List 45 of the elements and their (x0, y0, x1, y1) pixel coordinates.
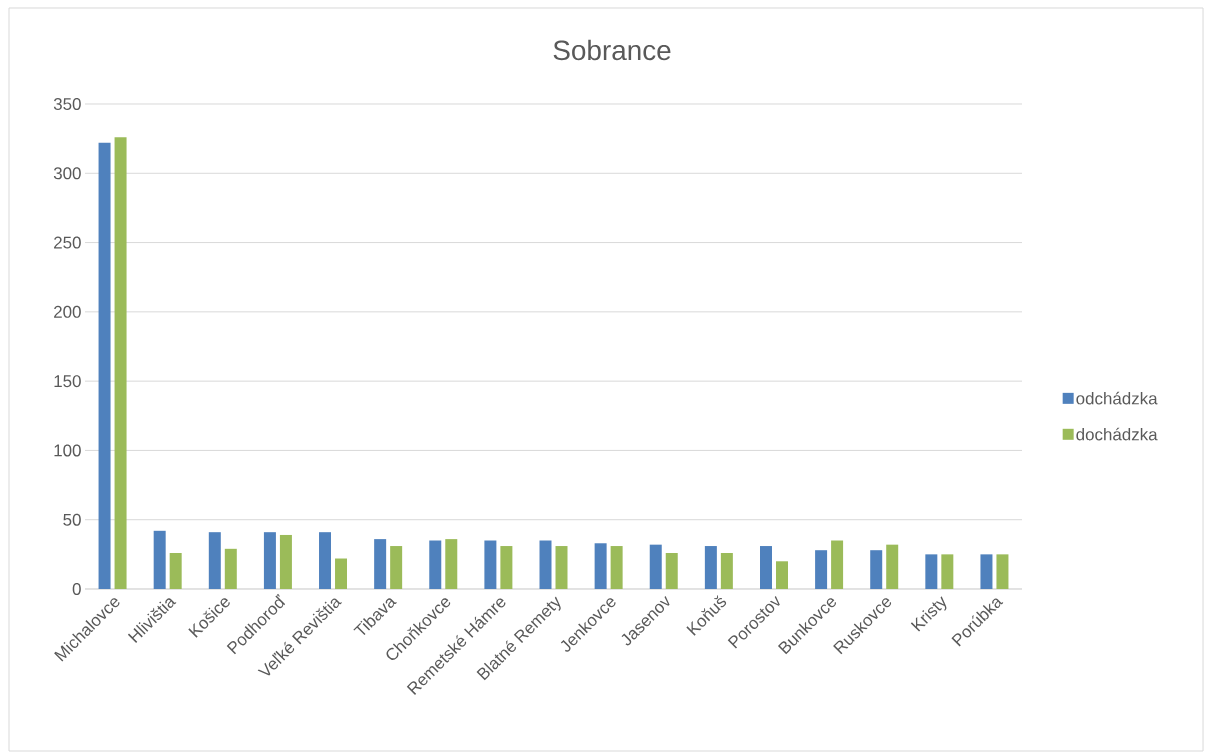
bar (335, 558, 348, 589)
bar (374, 539, 387, 589)
bar (775, 561, 788, 589)
legend-label: dochádzka (1076, 427, 1158, 441)
bar (704, 546, 717, 589)
y-tick-label: 250 (54, 236, 81, 249)
bar (169, 552, 182, 589)
legend-label: odchádzka (1076, 391, 1158, 405)
bar (815, 550, 828, 589)
bar (996, 554, 1009, 589)
bar (759, 546, 772, 589)
bar (429, 540, 442, 589)
y-tick-label: 100 (54, 444, 81, 457)
y-tick-label: 0 (72, 583, 81, 595)
y-tick-label: 50 (63, 513, 81, 526)
bar (941, 554, 954, 589)
bar (555, 546, 568, 589)
y-tick-label: 200 (54, 305, 81, 318)
bar (114, 137, 127, 589)
chart-title: Sobrance (553, 39, 671, 61)
bar (153, 530, 166, 589)
bar (925, 554, 938, 589)
bar (610, 546, 623, 589)
bar (390, 546, 403, 589)
bar (224, 548, 237, 589)
bar (870, 550, 883, 589)
bar (539, 540, 552, 589)
bar (319, 532, 332, 589)
bar (665, 552, 678, 589)
bar (279, 534, 292, 589)
bar (831, 540, 844, 589)
bar (484, 540, 497, 589)
bar (594, 543, 607, 589)
y-tick-label: 300 (53, 167, 81, 180)
y-tick-label: 150 (54, 375, 81, 388)
bar (720, 552, 733, 589)
bar (886, 544, 899, 589)
bar (263, 532, 276, 589)
bar (500, 546, 513, 589)
bar (980, 554, 993, 589)
bar (208, 532, 221, 589)
bar (649, 544, 662, 589)
bar (98, 142, 111, 589)
y-tick-label: 350 (53, 98, 81, 110)
bar (445, 539, 458, 589)
